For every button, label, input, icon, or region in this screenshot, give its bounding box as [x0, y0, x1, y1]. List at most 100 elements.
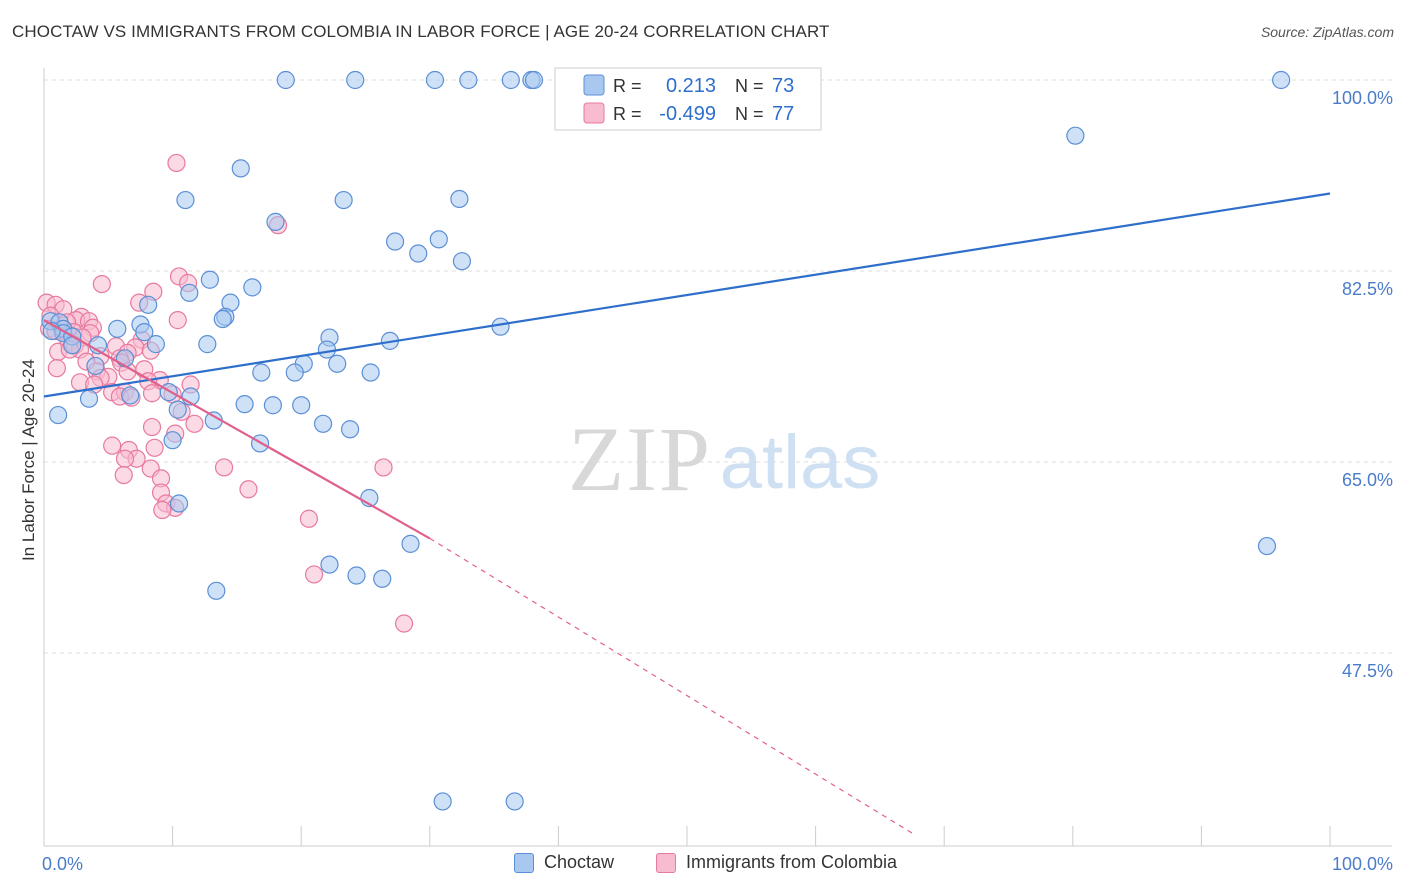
data-point-blue — [425, 70, 445, 90]
data-point-pink — [142, 384, 162, 403]
data-point-blue — [243, 278, 262, 297]
data-point-pink — [299, 509, 319, 528]
data-point-blue — [213, 309, 232, 329]
legend-top-swatch-blue — [583, 74, 605, 96]
data-point-blue — [1272, 70, 1291, 90]
data-point-pink — [145, 438, 164, 457]
data-point-blue — [200, 270, 219, 289]
data-point-blue — [266, 212, 285, 231]
data-point-blue — [146, 335, 165, 354]
data-point-blue — [501, 70, 520, 90]
data-point-blue — [86, 356, 105, 376]
data-point-blue — [320, 555, 339, 574]
data-point-blue — [139, 295, 158, 314]
data-point-blue — [409, 244, 428, 263]
trend-line-blue — [43, 192, 1331, 398]
legend-top-swatch-pink — [583, 102, 605, 124]
data-point-pink — [239, 480, 258, 499]
data-point-blue — [207, 581, 226, 600]
data-point-pink — [394, 614, 414, 633]
y-tick-label: 65.0% — [1342, 470, 1393, 490]
axes — [43, 68, 1392, 847]
data-point-blue — [108, 319, 127, 338]
data-point-pink — [92, 274, 111, 294]
y-axis-label: In Labor Force | Age 20-24 — [19, 359, 38, 561]
legend-bottom: Choctaw Immigrants from Colombia — [0, 852, 1406, 878]
legend-top-n-value-blue: 73 — [772, 75, 794, 97]
legend-top: R = 0.213 N = 73 R = -0.499 N = 77 — [554, 67, 822, 131]
y-tick-labels: 47.5% 65.0% 82.5% 100.0% — [1332, 88, 1393, 681]
data-point-blue — [252, 363, 271, 382]
legend-top-n-label-blue: N = — [735, 76, 764, 96]
data-point-blue — [433, 792, 452, 811]
watermark-atlas: atlas — [720, 420, 881, 505]
trend-line-pink-extension — [429, 537, 913, 834]
data-point-pink — [374, 458, 393, 477]
data-point-blue — [135, 323, 154, 342]
watermark-zip: ZIP — [568, 408, 712, 510]
data-point-blue — [49, 405, 68, 425]
y-tick-label: 82.5% — [1342, 279, 1393, 299]
legend-item-choctaw: Choctaw — [514, 852, 614, 873]
data-point-pink — [185, 414, 204, 433]
x-tick-labels: 0.0% 100.0% — [42, 854, 1393, 874]
legend-top-r-label-pink: R = — [613, 104, 642, 124]
data-point-blue — [1257, 536, 1277, 556]
legend-swatch-blue — [514, 852, 534, 873]
data-point-blue — [361, 363, 380, 382]
data-point-blue — [450, 189, 469, 209]
data-point-blue — [235, 395, 254, 414]
legend-top-n-value-pink: 77 — [772, 103, 794, 125]
data-point-blue — [1066, 126, 1085, 145]
data-point-blue — [385, 232, 405, 251]
data-point-blue — [231, 159, 250, 178]
data-point-pink — [115, 449, 135, 468]
legend-item-colombia: Immigrants from Colombia — [656, 852, 897, 873]
legend-label-colombia: Immigrants from Colombia — [686, 852, 898, 872]
data-point-blue — [373, 569, 392, 588]
data-point-blue — [168, 400, 187, 419]
data-point-pink — [103, 436, 122, 455]
data-point-blue — [429, 230, 448, 249]
trend-lines — [43, 192, 1331, 834]
data-point-blue — [285, 363, 304, 382]
legend-swatch-pink — [656, 852, 676, 873]
data-point-blue — [346, 70, 365, 90]
data-point-blue — [524, 70, 544, 90]
data-point-pink — [304, 565, 324, 584]
data-point-blue — [79, 389, 99, 408]
data-point-pink — [153, 500, 172, 520]
data-point-blue — [401, 534, 420, 553]
data-point-blue — [176, 190, 195, 210]
legend-top-r-label-blue: R = — [613, 76, 642, 96]
data-point-blue — [276, 70, 295, 90]
y-tick-label: 100.0% — [1332, 88, 1393, 108]
data-point-blue — [452, 252, 472, 271]
y-tick-label: 47.5% — [1342, 661, 1393, 681]
data-point-pink — [47, 359, 66, 378]
legend-top-n-label-pink: N = — [735, 104, 764, 124]
watermark: ZIP atlas — [568, 408, 880, 510]
x-tick-label: 100.0% — [1332, 854, 1393, 874]
data-point-blue — [491, 317, 510, 336]
trend-line-pink — [43, 319, 431, 540]
data-point-blue — [180, 283, 199, 302]
data-point-blue — [313, 414, 333, 433]
legend-top-r-value-pink: -0.499 — [659, 103, 716, 125]
data-point-blue — [347, 566, 366, 585]
data-point-pink — [142, 417, 162, 437]
data-point-blue — [334, 190, 353, 210]
data-point-pink — [214, 458, 234, 477]
data-point-pink — [168, 311, 187, 330]
data-point-pink — [114, 465, 133, 485]
chart-source: Source: ZipAtlas.com — [1260, 24, 1394, 40]
chart-title: CHOCTAW VS IMMIGRANTS FROM COLOMBIA IN L… — [12, 22, 830, 41]
legend-label-choctaw: Choctaw — [544, 852, 615, 872]
data-point-blue — [163, 431, 182, 450]
x-tick-label: 0.0% — [42, 854, 83, 874]
data-point-blue — [292, 396, 311, 415]
data-point-pink — [167, 153, 186, 173]
data-point-blue — [505, 792, 524, 811]
data-point-blue — [328, 354, 347, 373]
